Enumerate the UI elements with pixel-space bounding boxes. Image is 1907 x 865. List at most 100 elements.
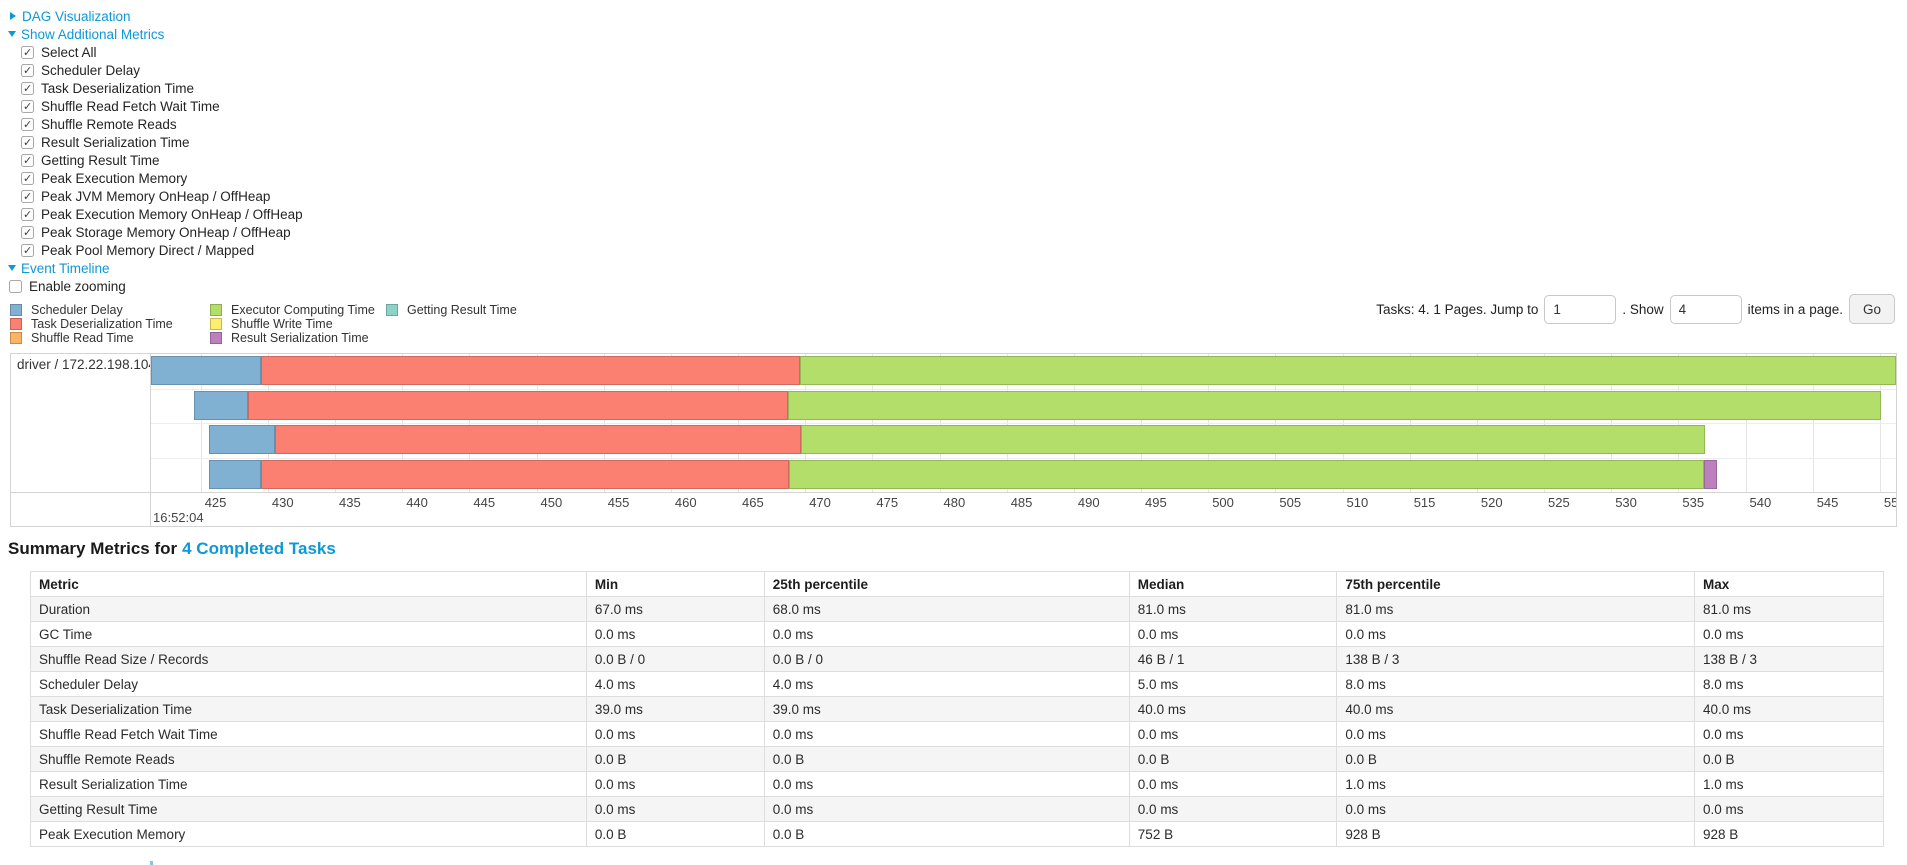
checkbox-label: Peak Execution Memory OnHeap / OffHeap <box>41 206 303 222</box>
legend-swatch-icon <box>210 318 222 330</box>
metric-value-cell: 0.0 B <box>763 746 1130 772</box>
metric-value-cell: 5.0 ms <box>1128 671 1338 697</box>
legend-item: Executor Computing Time <box>210 303 386 317</box>
executor-computing-segment[interactable] <box>799 356 1896 385</box>
metric-checkbox-row[interactable]: Peak JVM Memory OnHeap / OffHeap <box>8 187 303 205</box>
column-header: Median <box>1128 571 1338 597</box>
jump-to-page-input[interactable] <box>1544 294 1617 324</box>
metric-value-cell: 752 B <box>1128 821 1338 847</box>
metric-value-cell: 928 B <box>1693 821 1885 847</box>
table-row: Result Serialization Time 0.0 ms 0.0 ms 0.0… <box>30 771 1885 797</box>
table-row: Peak Execution Memory 0.0 B 0.0 B 752 B 928 … <box>30 821 1885 847</box>
checkbox-checked-icon[interactable] <box>21 45 34 59</box>
legend-item: Shuffle Read Time <box>10 331 210 345</box>
legend-label: Getting Result Time <box>407 303 517 317</box>
checkbox-checked-icon[interactable] <box>21 207 34 221</box>
metric-checkbox-row[interactable]: Task Deserialization Time <box>8 79 303 97</box>
axis-tick-label: 425 <box>204 495 227 510</box>
checkbox-checked-icon[interactable] <box>21 171 34 185</box>
scheduler-delay-segment[interactable] <box>151 356 262 385</box>
metric-value-cell: 39.0 ms <box>763 696 1130 722</box>
scheduler-delay-segment[interactable] <box>208 425 275 454</box>
metric-checkbox-row[interactable]: Peak Execution Memory <box>8 169 303 187</box>
metric-value-cell: 0.0 ms <box>1693 796 1885 822</box>
checkbox-label: Select All <box>41 44 97 60</box>
metric-checkbox-row[interactable]: Result Serialization Time <box>8 133 303 151</box>
metric-checkbox-row[interactable]: Getting Result Time <box>8 151 303 169</box>
metric-value-cell: 0.0 ms <box>763 771 1130 797</box>
enable-zooming-checkbox[interactable] <box>9 279 22 293</box>
axis-tick-label: 530 <box>1615 495 1637 510</box>
executor-computing-segment[interactable] <box>789 459 1704 489</box>
checkbox-checked-icon[interactable] <box>21 225 34 239</box>
task-deserialization-segment[interactable] <box>247 390 788 420</box>
metric-value-cell: 0.0 ms <box>763 621 1130 647</box>
timeline-plot <box>151 354 1896 492</box>
metric-checkbox-row[interactable]: Shuffle Remote Reads <box>8 115 303 133</box>
legend-swatch-icon <box>10 318 22 330</box>
metric-value-cell: 0.0 ms <box>1128 721 1338 747</box>
metric-value-cell: 138 B / 3 <box>1336 646 1695 672</box>
executor-computing-segment[interactable] <box>787 390 1882 420</box>
scheduler-delay-segment[interactable] <box>193 390 248 420</box>
go-button[interactable]: Go <box>1848 294 1895 324</box>
checkbox-checked-icon[interactable] <box>21 99 34 113</box>
completed-tasks-link[interactable]: 4 Completed Tasks <box>182 539 336 558</box>
table-row: Task Deserialization Time 39.0 ms 39.0 ms 4… <box>30 696 1885 722</box>
items-per-page-input[interactable] <box>1669 294 1742 324</box>
legend-label: Result Serialization Time <box>231 331 369 345</box>
pagination-items-text: items in a page. <box>1747 301 1843 317</box>
metric-value-cell: 0.0 B <box>1128 746 1338 772</box>
metric-value-cell: 0.0 B <box>763 821 1130 847</box>
metric-value-cell: 81.0 ms <box>1128 596 1338 622</box>
axis-tick-label: 545 <box>1816 495 1839 510</box>
task-deserialization-segment[interactable] <box>261 356 800 385</box>
metric-value-cell: 81.0 ms <box>1336 596 1695 622</box>
dag-visualization-label: DAG Visualization <box>22 8 131 24</box>
dag-visualization-toggle[interactable]: DAG Visualization <box>8 7 303 25</box>
table-row: Shuffle Read Fetch Wait Time 0.0 ms 0.0 ms… <box>30 721 1885 747</box>
legend-column: Scheduler Delay Task Deserialization Time… <box>10 303 210 345</box>
metric-value-cell: 0.0 ms <box>585 771 765 797</box>
metric-checkbox-row[interactable]: Peak Storage Memory OnHeap / OffHeap <box>8 223 303 241</box>
legend-column: Executor Computing Time Shuffle Write Tim… <box>210 303 386 345</box>
axis-labels: 425 430 435 440 445 450 455 460 465 470 475 480 485 4… <box>151 493 1896 526</box>
legend-item: Scheduler Delay <box>10 303 210 317</box>
enable-zooming-row[interactable]: Enable zooming <box>8 277 303 295</box>
timeline-body: driver / 172.22.198.104 <box>11 354 1896 492</box>
metric-checkbox-row[interactable]: Scheduler Delay <box>8 61 303 79</box>
timeline-axis: 425 430 435 440 445 450 455 460 465 470 475 480 485 4… <box>11 492 1896 526</box>
metric-value-cell: 928 B <box>1336 821 1695 847</box>
checkbox-checked-icon[interactable] <box>21 81 34 95</box>
enable-zooming-label: Enable zooming <box>29 278 126 294</box>
metric-value-cell: 40.0 ms <box>1336 696 1695 722</box>
legend-column: Getting Result Time <box>386 303 517 345</box>
legend-label: Task Deserialization Time <box>31 317 173 331</box>
metric-checkbox-row[interactable]: Shuffle Read Fetch Wait Time <box>8 97 303 115</box>
checkbox-checked-icon[interactable] <box>21 135 34 149</box>
metric-checkbox-row[interactable]: Select All <box>8 43 303 61</box>
result-serialization-segment[interactable] <box>1703 459 1718 489</box>
metric-value-cell: 0.0 ms <box>1128 621 1338 647</box>
axis-tick-label: 525 <box>1548 495 1570 510</box>
checkbox-checked-icon[interactable] <box>21 117 34 131</box>
task-deserialization-segment[interactable] <box>261 459 790 489</box>
row-separator <box>151 457 1896 459</box>
summary-metrics-section: Summary Metrics for 4 Completed Tasks Met… <box>8 539 1898 847</box>
executor-computing-segment[interactable] <box>801 425 1706 454</box>
checkbox-checked-icon[interactable] <box>21 243 34 257</box>
axis-tick-label: 460 <box>674 495 697 510</box>
scheduler-delay-segment[interactable] <box>208 459 262 489</box>
metric-value-cell: 0.0 ms <box>1693 621 1885 647</box>
column-header: Metric <box>30 571 587 597</box>
metric-checkbox-row[interactable]: Peak Pool Memory Direct / Mapped <box>8 241 303 259</box>
axis-tick-label: 495 <box>1145 495 1167 510</box>
metric-checkbox-row[interactable]: Peak Execution Memory OnHeap / OffHeap <box>8 205 303 223</box>
checkbox-checked-icon[interactable] <box>21 153 34 167</box>
axis-tick-label: 455 <box>607 495 630 510</box>
checkbox-checked-icon[interactable] <box>21 189 34 203</box>
task-deserialization-segment[interactable] <box>274 425 802 454</box>
show-additional-metrics-toggle[interactable]: Show Additional Metrics <box>8 25 303 43</box>
checkbox-checked-icon[interactable] <box>21 63 34 77</box>
event-timeline-toggle[interactable]: Event Timeline <box>8 259 303 277</box>
